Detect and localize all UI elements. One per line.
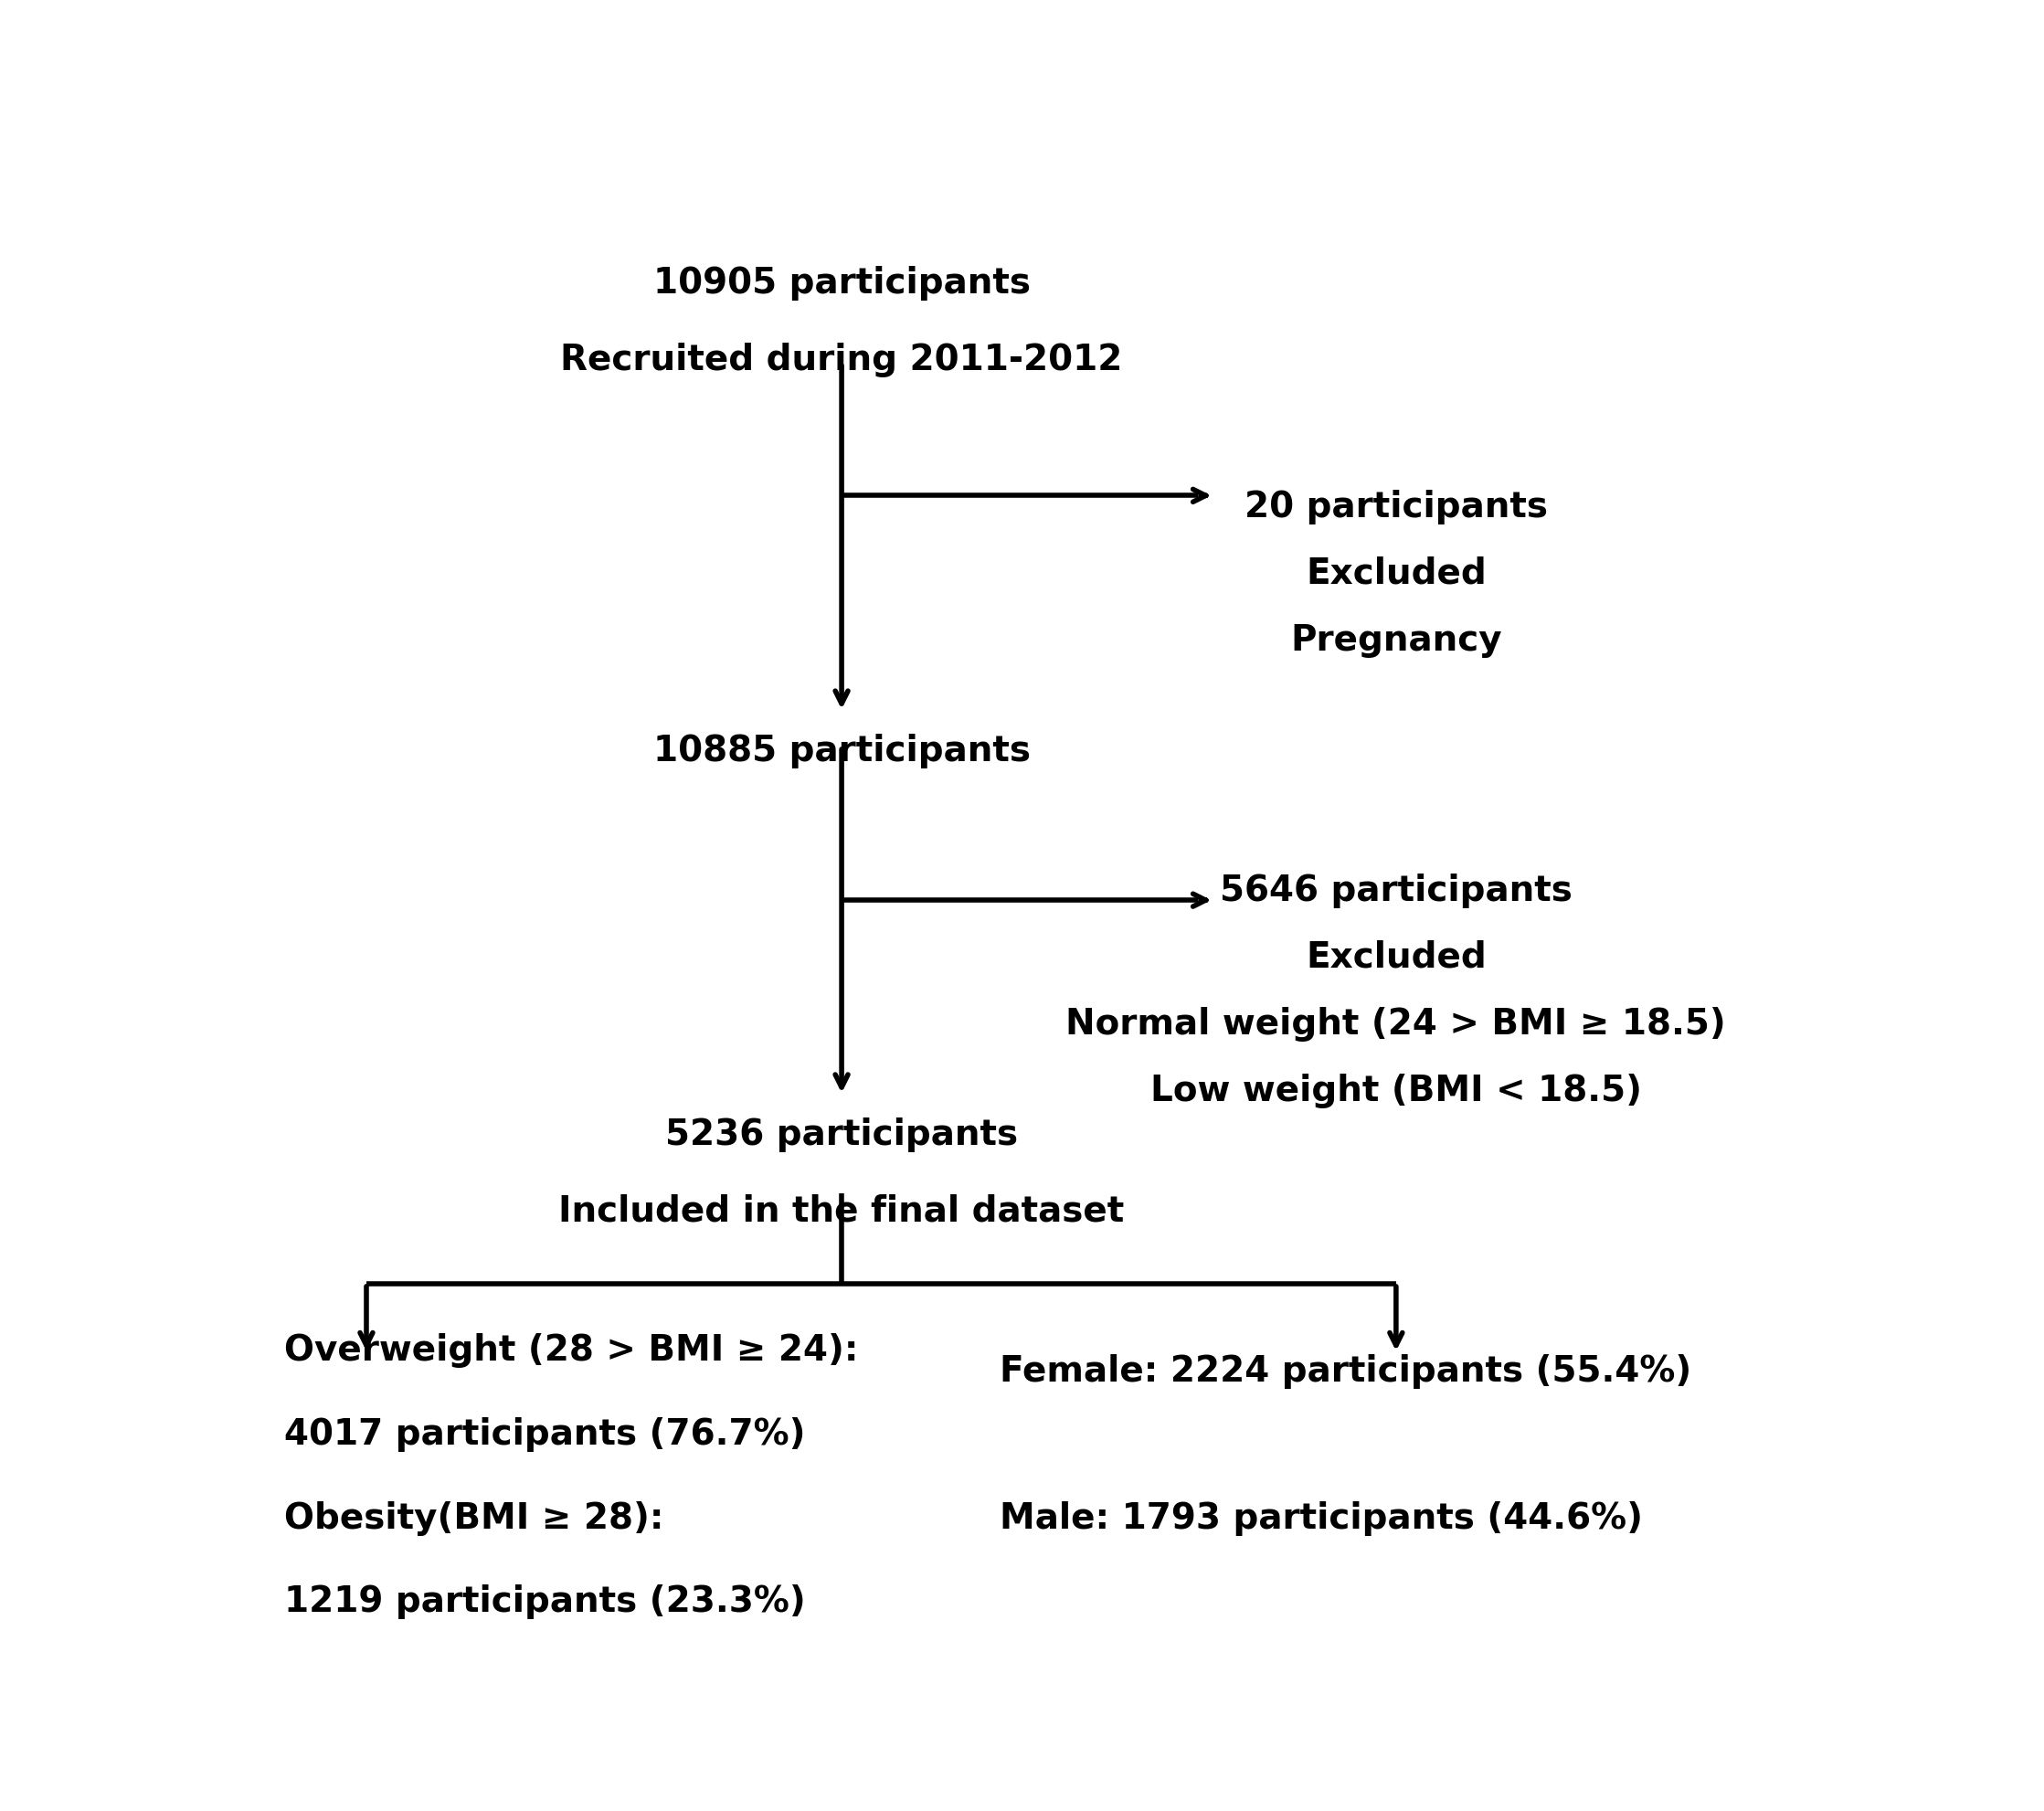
Text: Female: 2224 participants (55.4%): Female: 2224 participants (55.4%) [1000, 1355, 1692, 1389]
Text: 1219 participants (23.3%): 1219 participants (23.3%) [284, 1585, 805, 1619]
Text: Male: 1793 participants (44.6%): Male: 1793 participants (44.6%) [1000, 1500, 1643, 1536]
Text: Excluded: Excluded [1306, 940, 1486, 974]
Text: 10885 participants: 10885 participants [652, 733, 1030, 768]
Text: 10905 participants: 10905 participants [652, 266, 1030, 301]
Text: 20 participants: 20 participants [1245, 489, 1547, 523]
Text: 5646 participants: 5646 participants [1220, 873, 1572, 907]
Text: 4017 participants (76.7%): 4017 participants (76.7%) [284, 1416, 805, 1451]
Text: Overweight (28 > BMI ≥ 24):: Overweight (28 > BMI ≥ 24): [284, 1333, 858, 1367]
Text: Excluded: Excluded [1306, 556, 1486, 590]
Text: Low weight (BMI < 18.5): Low weight (BMI < 18.5) [1151, 1074, 1641, 1108]
Text: Normal weight (24 > BMI ≥ 18.5): Normal weight (24 > BMI ≥ 18.5) [1065, 1007, 1727, 1041]
Text: Recruited during 2011-2012: Recruited during 2011-2012 [560, 342, 1122, 377]
Text: 5236 participants: 5236 participants [664, 1117, 1018, 1152]
Text: Obesity(BMI ≥ 28):: Obesity(BMI ≥ 28): [284, 1500, 664, 1536]
Text: Included in the final dataset: Included in the final dataset [558, 1193, 1124, 1228]
Text: Pregnancy: Pregnancy [1290, 623, 1502, 657]
